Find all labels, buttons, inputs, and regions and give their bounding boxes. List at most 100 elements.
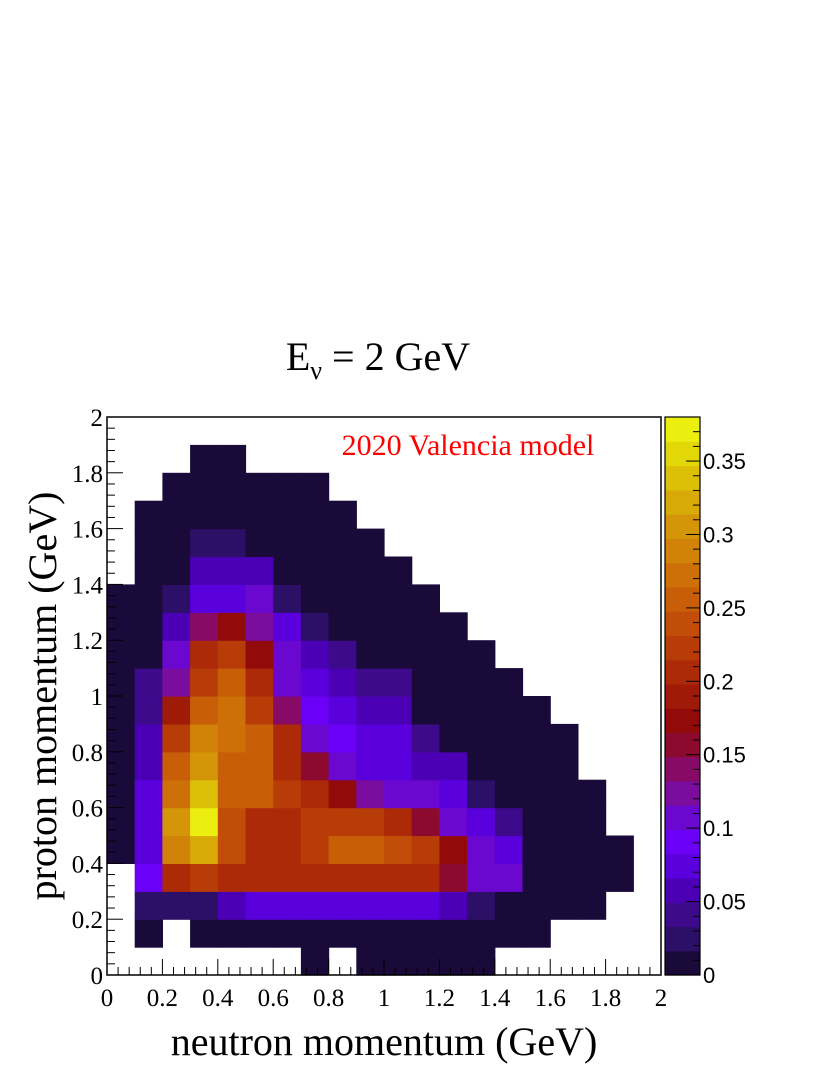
heatmap-cell [467,919,496,948]
heatmap-cell [356,835,385,864]
heatmap-cell [550,863,579,892]
heatmap-cell [134,556,163,585]
heatmap-cell [467,668,496,697]
heatmap-cell [162,556,191,585]
heatmap-cell [328,919,357,948]
heatmap-cell [467,779,496,809]
heatmap-cell [439,807,468,837]
heatmap-cell [107,723,136,753]
heatmap-cell [411,863,440,892]
heatmap-cell [217,556,247,585]
heatmap-cell [107,751,136,781]
heatmap-cell [300,723,330,753]
heatmap-cell [107,807,136,837]
heatmap-cell [134,696,163,725]
heatmap-cell [411,835,440,864]
y-tick-label: 0 [91,963,104,990]
heatmap-cell [439,640,468,669]
x-tick-label: 0.2 [147,985,178,1012]
x-tick-label: 0.4 [202,985,234,1012]
heatmap-cell [356,947,385,976]
heatmap-cell [467,640,496,669]
heatmap-cell [328,835,357,864]
heatmap-cell [384,835,413,864]
heatmap-cell [217,612,247,641]
y-tick-label: 0.6 [72,796,103,823]
heatmap-cell [134,807,163,837]
heatmap-cell [550,807,579,837]
heatmap-cell [577,807,607,837]
color-scale-step [665,950,700,976]
heatmap-cell [273,807,302,837]
heatmap-cell [439,696,468,725]
heatmap-cell [245,919,274,948]
heatmap-cell [328,612,357,641]
y-axis-ticks: 0 0.2 0.4 0.6 0.8 1 1.2 1.4 1.6 1.8 2 [72,405,123,990]
heatmap-cell [162,863,191,892]
heatmap-cell [411,723,440,753]
heatmap-cell [384,779,413,809]
heatmap-cell [300,696,330,725]
heatmap-cell [190,751,219,781]
x-tick-label: 0.8 [313,985,344,1012]
heatmap-cell [411,807,440,837]
heatmap-cell [356,723,385,753]
heatmap-cell [134,612,163,641]
heatmap-cell [550,779,579,809]
heatmap-cell [217,919,247,948]
heatmap-cell [467,723,496,753]
heatmap-cell [300,835,330,864]
heatmap-cell [273,751,302,781]
heatmap-cell [134,863,163,892]
heatmap-cell [494,891,524,920]
color-scale-step [665,538,700,564]
heatmap-cell [217,723,247,753]
heatmap-cell [411,779,440,809]
heatmap-cell [300,947,330,976]
heatmap-cell [300,584,330,613]
heatmap-cell [162,696,191,725]
heatmap-cell [162,584,191,613]
heatmap-cell [384,947,413,976]
heatmap-cell [411,919,440,948]
heatmap-cell [522,891,551,920]
heatmap-cell [577,891,607,920]
heatmap-cell [300,807,330,837]
heatmap-cell [190,584,219,613]
heatmap-cell [273,668,302,697]
color-scale-step [665,829,700,855]
chart-title-rest: = 2 GeV [322,334,470,379]
x-tick-label: 1.2 [424,985,455,1012]
heatmap-cell [190,528,219,558]
color-scale-step [665,805,700,831]
heatmap-cell [245,584,274,613]
heatmap-cell [356,891,385,920]
heatmap-cell [328,779,357,809]
heatmap-cell [328,500,357,530]
heatmap-cell [384,668,413,697]
color-scale-bar [665,417,700,976]
heatmap-cell [190,723,219,753]
heatmap-cell [134,528,163,558]
heatmap-cell [134,835,163,864]
x-tick-label: 0.6 [258,985,289,1012]
y-tick-label: 1.8 [72,461,103,488]
heatmap-cell [384,751,413,781]
heatmap-cell [134,779,163,809]
heatmap-cell [384,584,413,613]
heatmap-cell [300,556,330,585]
heatmap-cell [107,835,136,864]
heatmap-cell [300,919,330,948]
heatmap-cell [356,612,385,641]
heatmap-cell [384,891,413,920]
heatmap-cell [245,500,274,530]
heatmap-cell [245,863,274,892]
color-scale-ticks: 0 0.05 0.1 0.15 0.2 0.25 0.3 0.35 [686,416,746,988]
color-scale-step [665,732,700,758]
y-axis-label: proton momentum (GeV) [20,492,65,901]
heatmap-cell [245,528,274,558]
heatmap-cell [217,640,247,669]
heatmap-cell [328,668,357,697]
heatmap-cell [467,751,496,781]
heatmap-cell [217,584,247,613]
